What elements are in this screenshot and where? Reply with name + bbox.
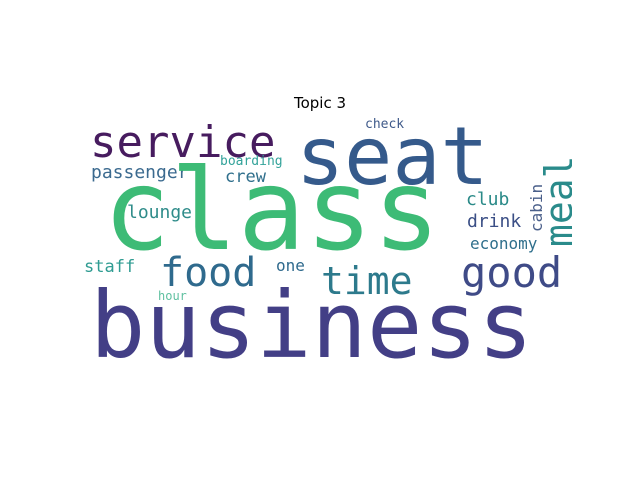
word-one: one — [276, 256, 305, 275]
word-passenger: passenger — [91, 162, 189, 183]
word-check: check — [365, 117, 405, 132]
word-food: food — [160, 250, 257, 296]
word-service: service — [90, 117, 276, 168]
word-boarding: boarding — [220, 154, 283, 169]
word-drink: drink — [467, 211, 522, 232]
word-hour: hour — [158, 289, 187, 303]
word-business: business — [90, 272, 534, 364]
word-good: good — [461, 248, 563, 297]
word-class: class — [103, 146, 441, 276]
word-club: club — [466, 189, 510, 210]
word-time: time — [321, 259, 413, 303]
word-meal: meal — [537, 155, 572, 247]
word-lounge: lounge — [127, 202, 193, 223]
word-cloud: service seat check boarding passenger cr… — [80, 117, 572, 363]
word-economy: economy — [470, 234, 538, 253]
word-seat: seat — [296, 117, 489, 203]
word-crew: crew — [225, 167, 266, 187]
word-staff: staff — [84, 257, 136, 277]
figure-title: Topic 3 — [293, 94, 347, 112]
